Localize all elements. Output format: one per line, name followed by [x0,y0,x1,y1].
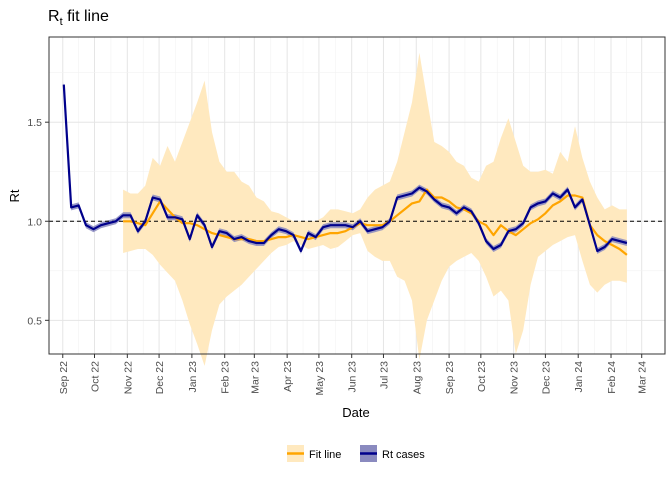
x-tick-label: Jun 23 [347,361,359,393]
x-tick-label: Dec 23 [540,361,552,394]
x-tick-label: Jul 23 [378,361,390,389]
x-tick-label: Feb 24 [606,361,618,394]
x-axis: Sep 22 Oct 22 Nov 22 Dec 22 Jan 23 Feb 23 Mar … [58,354,649,395]
x-tick-label: Feb 23 [220,361,232,394]
y-axis: 0.5 1.0 1.5 [27,117,49,327]
legend-label: Fit line [309,449,341,461]
x-axis-title: Date [342,405,369,420]
ribbons [63,52,627,366]
plot-panel-border [48,36,666,355]
y-tick-label: 0.5 [27,315,42,327]
x-tick-label: Aug 23 [411,361,423,394]
x-tick-label: Mar 24 [637,361,649,394]
x-tick-label: Dec 22 [154,361,166,394]
x-tick-label: Jan 23 [187,361,199,393]
chart-title: Rt fit line [48,8,109,28]
rt-cases-series [62,84,628,253]
x-tick-label: May 23 [314,361,326,396]
y-axis-title: Rt [7,189,22,202]
series-lines [62,84,628,256]
fit-line-ribbon [123,52,627,366]
y-tick-label: 1.5 [27,117,42,129]
legend-item-fit-line: Fit line [287,445,341,462]
y-tick-label: 1.0 [27,216,42,228]
legend: Fit line Rt cases [287,445,425,462]
x-tick-label: Apr 23 [282,361,294,392]
x-tick-label: Sep 23 [444,361,456,394]
x-tick-label: Oct 22 [90,361,102,392]
x-tick-label: Jan 24 [573,361,585,393]
x-tick-label: Oct 23 [476,361,488,392]
legend-item-rt-cases: Rt cases [360,445,425,462]
x-tick-label: Mar 23 [249,361,261,394]
x-tick-label: Nov 23 [509,361,521,394]
legend-label: Rt cases [382,449,425,461]
x-tick-label: Nov 22 [122,361,134,394]
x-tick-label: Sep 22 [58,361,70,394]
